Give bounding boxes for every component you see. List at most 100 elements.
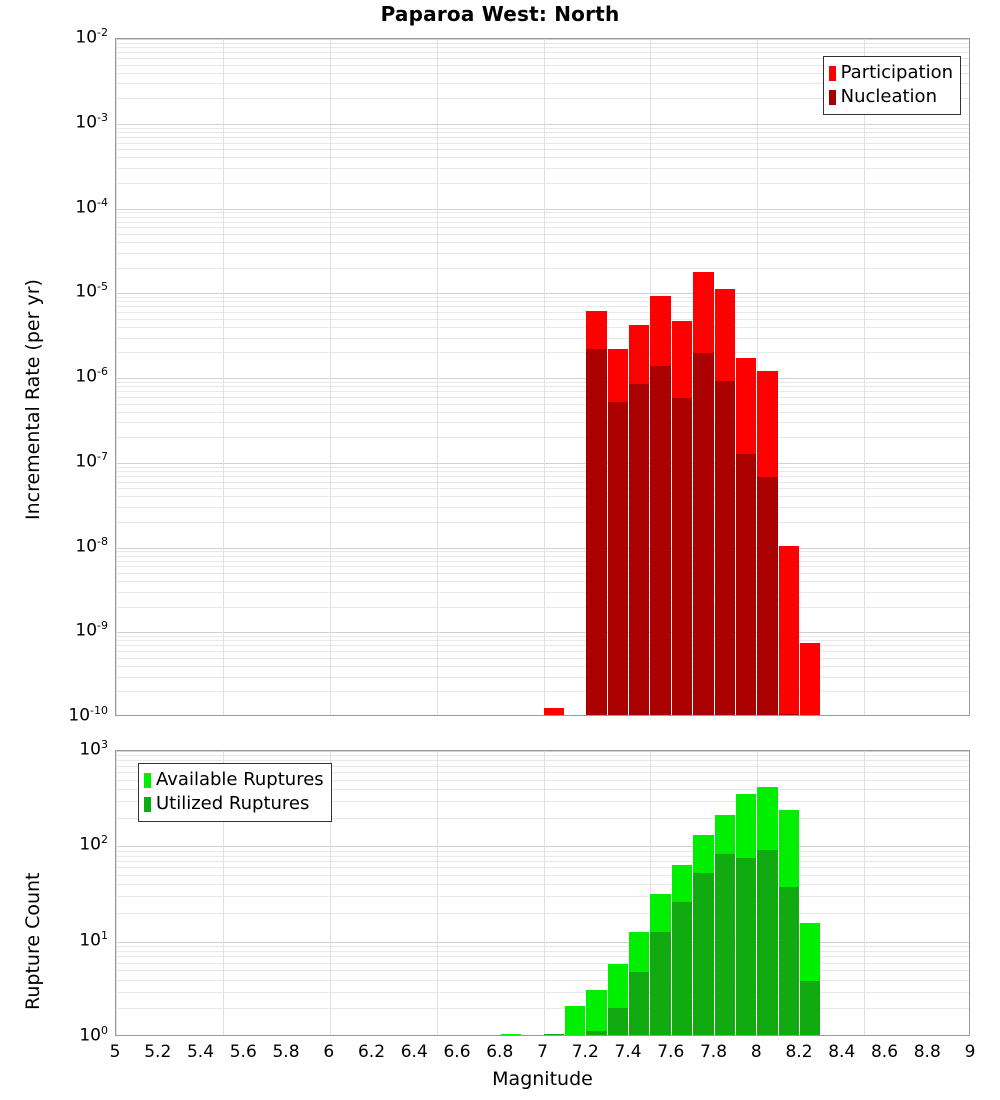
gridline-horizontal bbox=[116, 875, 969, 876]
gridline-horizontal bbox=[116, 212, 969, 213]
y-tick-label: 103 bbox=[79, 738, 108, 760]
y-tick-label: 10-8 bbox=[75, 534, 108, 557]
x-axis-label: Magnitude bbox=[492, 1068, 593, 1090]
y-tick-label: 10-4 bbox=[75, 195, 108, 218]
bar bbox=[714, 39, 735, 715]
gridline-horizontal bbox=[116, 896, 969, 897]
legend-swatch-icon bbox=[144, 796, 151, 812]
bar bbox=[757, 751, 778, 1035]
bar bbox=[500, 751, 522, 1035]
gridline-horizontal bbox=[116, 645, 969, 646]
bar bbox=[735, 751, 757, 1035]
gridline-horizontal bbox=[116, 956, 969, 957]
gridline-horizontal bbox=[116, 691, 969, 692]
x-tick-label: 7.4 bbox=[614, 1042, 642, 1062]
gridline-vertical bbox=[223, 39, 224, 715]
bar-segment-utilized bbox=[543, 1034, 564, 1035]
gridline-horizontal bbox=[116, 65, 969, 66]
gridline-horizontal bbox=[116, 352, 969, 353]
gridline-horizontal bbox=[116, 98, 969, 99]
bar bbox=[671, 39, 693, 715]
gridline-horizontal bbox=[116, 507, 969, 508]
gridline-horizontal bbox=[116, 128, 969, 129]
x-tick-label: 8 bbox=[750, 1042, 762, 1062]
gridline-horizontal bbox=[116, 476, 969, 477]
plot-area-top bbox=[116, 39, 969, 715]
gridline-horizontal bbox=[116, 404, 969, 405]
gridline-vertical bbox=[116, 39, 117, 715]
gridline-horizontal bbox=[116, 573, 969, 574]
gridline-vertical bbox=[864, 751, 865, 1035]
gridline-horizontal bbox=[116, 222, 969, 223]
y-tick-label: 100 bbox=[79, 1024, 108, 1046]
bar-segment-utilized bbox=[735, 857, 757, 1035]
gridline-horizontal bbox=[116, 789, 969, 790]
gridline-horizontal bbox=[116, 73, 969, 74]
rupture-count-plot: Available Ruptures Utilized Ruptures bbox=[115, 750, 970, 1036]
bar-segment-nucleation bbox=[629, 384, 650, 715]
bar-segment-utilized bbox=[778, 886, 799, 1035]
gridline-horizontal bbox=[116, 970, 969, 971]
bar-segment-nucleation bbox=[650, 366, 671, 715]
gridline-horizontal bbox=[116, 319, 969, 320]
gridline-horizontal bbox=[116, 677, 969, 678]
gridline-horizontal bbox=[116, 751, 969, 752]
gridline-horizontal bbox=[116, 482, 969, 483]
gridline-horizontal bbox=[116, 124, 969, 125]
legend-row: Utilized Ruptures bbox=[144, 792, 324, 816]
gridline-horizontal bbox=[116, 338, 969, 339]
gridline-horizontal bbox=[116, 58, 969, 59]
gridline-horizontal bbox=[116, 640, 969, 641]
x-tick-label: 5 bbox=[109, 1042, 121, 1062]
bar-segment-available bbox=[586, 989, 607, 1035]
x-tick-label: 8.8 bbox=[913, 1042, 941, 1062]
y-axis-label-bottom: Rupture Count bbox=[22, 872, 44, 1011]
gridline-horizontal bbox=[116, 168, 969, 169]
bar bbox=[607, 39, 628, 715]
gridline-horizontal bbox=[116, 592, 969, 593]
gridline-horizontal bbox=[116, 143, 969, 144]
bar bbox=[757, 39, 778, 715]
gridline-horizontal bbox=[116, 1008, 969, 1009]
bar-segment-utilized bbox=[800, 980, 821, 1035]
legend-swatch-icon bbox=[144, 772, 151, 788]
x-tick-label: 9 bbox=[964, 1042, 976, 1062]
gridline-horizontal bbox=[116, 963, 969, 964]
gridline-horizontal bbox=[116, 548, 969, 549]
bar bbox=[629, 751, 650, 1035]
gridline-vertical bbox=[864, 39, 865, 715]
y-tick-label: 102 bbox=[79, 833, 108, 855]
gridline-horizontal bbox=[116, 268, 969, 269]
legend-label: Utilized Ruptures bbox=[156, 793, 310, 814]
gridline-horizontal bbox=[116, 992, 969, 993]
bar-segment-nucleation bbox=[607, 401, 628, 715]
gridline-horizontal bbox=[116, 227, 969, 228]
y-axis-label-top: Incremental Rate (per yr) bbox=[22, 279, 44, 520]
bar-segment-utilized bbox=[757, 849, 778, 1035]
bar bbox=[607, 751, 628, 1035]
x-tick-label: 5.4 bbox=[186, 1042, 215, 1062]
gridline-horizontal bbox=[116, 43, 969, 44]
bar bbox=[800, 751, 821, 1035]
gridline-horizontal bbox=[116, 651, 969, 652]
gridline-horizontal bbox=[116, 209, 969, 210]
bar bbox=[671, 751, 693, 1035]
gridline-horizontal bbox=[116, 183, 969, 184]
gridline-vertical bbox=[544, 751, 545, 1035]
bar bbox=[543, 39, 564, 715]
x-tick-label: 8.6 bbox=[870, 1042, 899, 1062]
bar bbox=[586, 751, 607, 1035]
gridline-horizontal bbox=[116, 607, 969, 608]
bar bbox=[714, 751, 735, 1035]
x-tick-label: 5.8 bbox=[272, 1042, 300, 1062]
bar-segment-nucleation bbox=[671, 398, 693, 715]
gridline-horizontal bbox=[116, 149, 969, 150]
gridline-horizontal bbox=[116, 306, 969, 307]
gridline-horizontal bbox=[116, 217, 969, 218]
page-title: Paparoa West: North bbox=[380, 2, 620, 26]
gridline-horizontal bbox=[116, 884, 969, 885]
gridline-horizontal bbox=[116, 581, 969, 582]
bar-segment-utilized bbox=[650, 932, 671, 1035]
gridline-horizontal bbox=[116, 242, 969, 243]
bar bbox=[564, 751, 586, 1035]
